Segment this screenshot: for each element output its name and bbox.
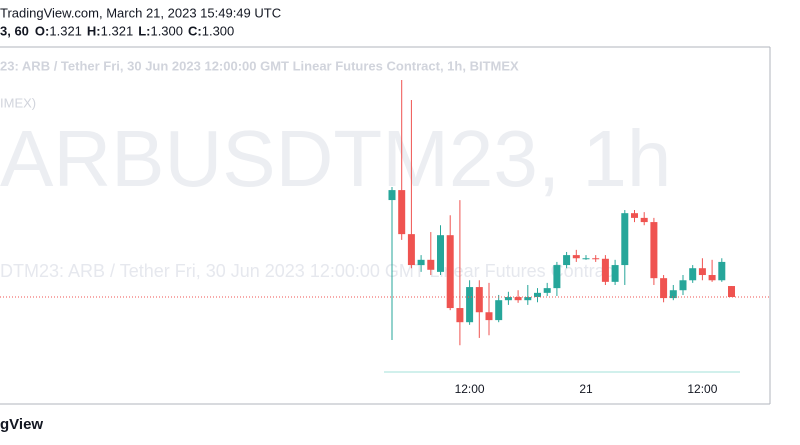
ohlc-value: 1.321 bbox=[101, 23, 134, 38]
candle-body bbox=[563, 255, 571, 266]
chart-title: 23: ARB / Tether Fri, 30 Jun 2023 12:00:… bbox=[0, 58, 519, 73]
ohlc-label: L: bbox=[138, 23, 150, 38]
candle-body bbox=[621, 213, 629, 266]
candle-body bbox=[611, 265, 619, 282]
x-tick-label: 12:00 bbox=[687, 382, 717, 396]
candle-body bbox=[631, 213, 638, 218]
candle-body bbox=[708, 275, 716, 281]
candle-body bbox=[543, 288, 551, 293]
candle-body bbox=[698, 268, 706, 276]
ohlc-label: H: bbox=[87, 23, 101, 38]
logo: gView bbox=[0, 416, 43, 433]
chart-subtitle: IMEX) bbox=[0, 95, 36, 110]
candle-body bbox=[650, 222, 658, 279]
candle-body bbox=[660, 278, 668, 299]
candle-body bbox=[640, 217, 648, 223]
ohlc-label: O: bbox=[35, 23, 49, 38]
candle-body bbox=[572, 255, 580, 259]
ohlc-value: 1.300 bbox=[150, 23, 183, 38]
candle-body bbox=[388, 190, 396, 201]
candle-body bbox=[514, 297, 522, 301]
candle-body bbox=[427, 259, 435, 270]
candle-body bbox=[504, 297, 512, 301]
candle-body bbox=[679, 280, 687, 291]
candle-body bbox=[524, 297, 532, 301]
candle-body bbox=[728, 286, 735, 298]
watermark: ARBUSDTM23, 1h bbox=[0, 114, 671, 203]
candle-body bbox=[398, 190, 406, 235]
candle-body bbox=[689, 268, 697, 281]
candle-body bbox=[446, 235, 454, 309]
ohlc-value: 1.300 bbox=[202, 23, 235, 38]
candle-body bbox=[534, 292, 541, 298]
candle-body bbox=[407, 234, 415, 266]
candle-body bbox=[582, 258, 590, 260]
candle-body bbox=[553, 265, 561, 289]
candle-body bbox=[437, 235, 444, 272]
snapshot-source: TradingView.com, March 21, 2023 15:49:49… bbox=[0, 5, 281, 20]
ohlc-value: 1.321 bbox=[49, 23, 82, 38]
x-tick-label: 21 bbox=[579, 382, 593, 396]
x-tick-label: 12:00 bbox=[455, 382, 485, 396]
symbol-interval: 3, 60 bbox=[0, 23, 29, 38]
candle-body bbox=[592, 258, 600, 260]
candle-body bbox=[718, 261, 726, 281]
candle-body bbox=[417, 259, 425, 266]
candle-body bbox=[495, 300, 503, 321]
ohlc-label: C: bbox=[188, 23, 202, 38]
candle-body bbox=[466, 287, 474, 323]
candle-body bbox=[601, 258, 609, 282]
candle-body bbox=[456, 308, 464, 323]
watermark-subtitle: DTM23: ARB / Tether Fri, 30 Jun 2023 12:… bbox=[0, 261, 619, 281]
candle-body bbox=[475, 287, 483, 313]
candle-body bbox=[669, 290, 677, 299]
candle-body bbox=[485, 312, 493, 321]
